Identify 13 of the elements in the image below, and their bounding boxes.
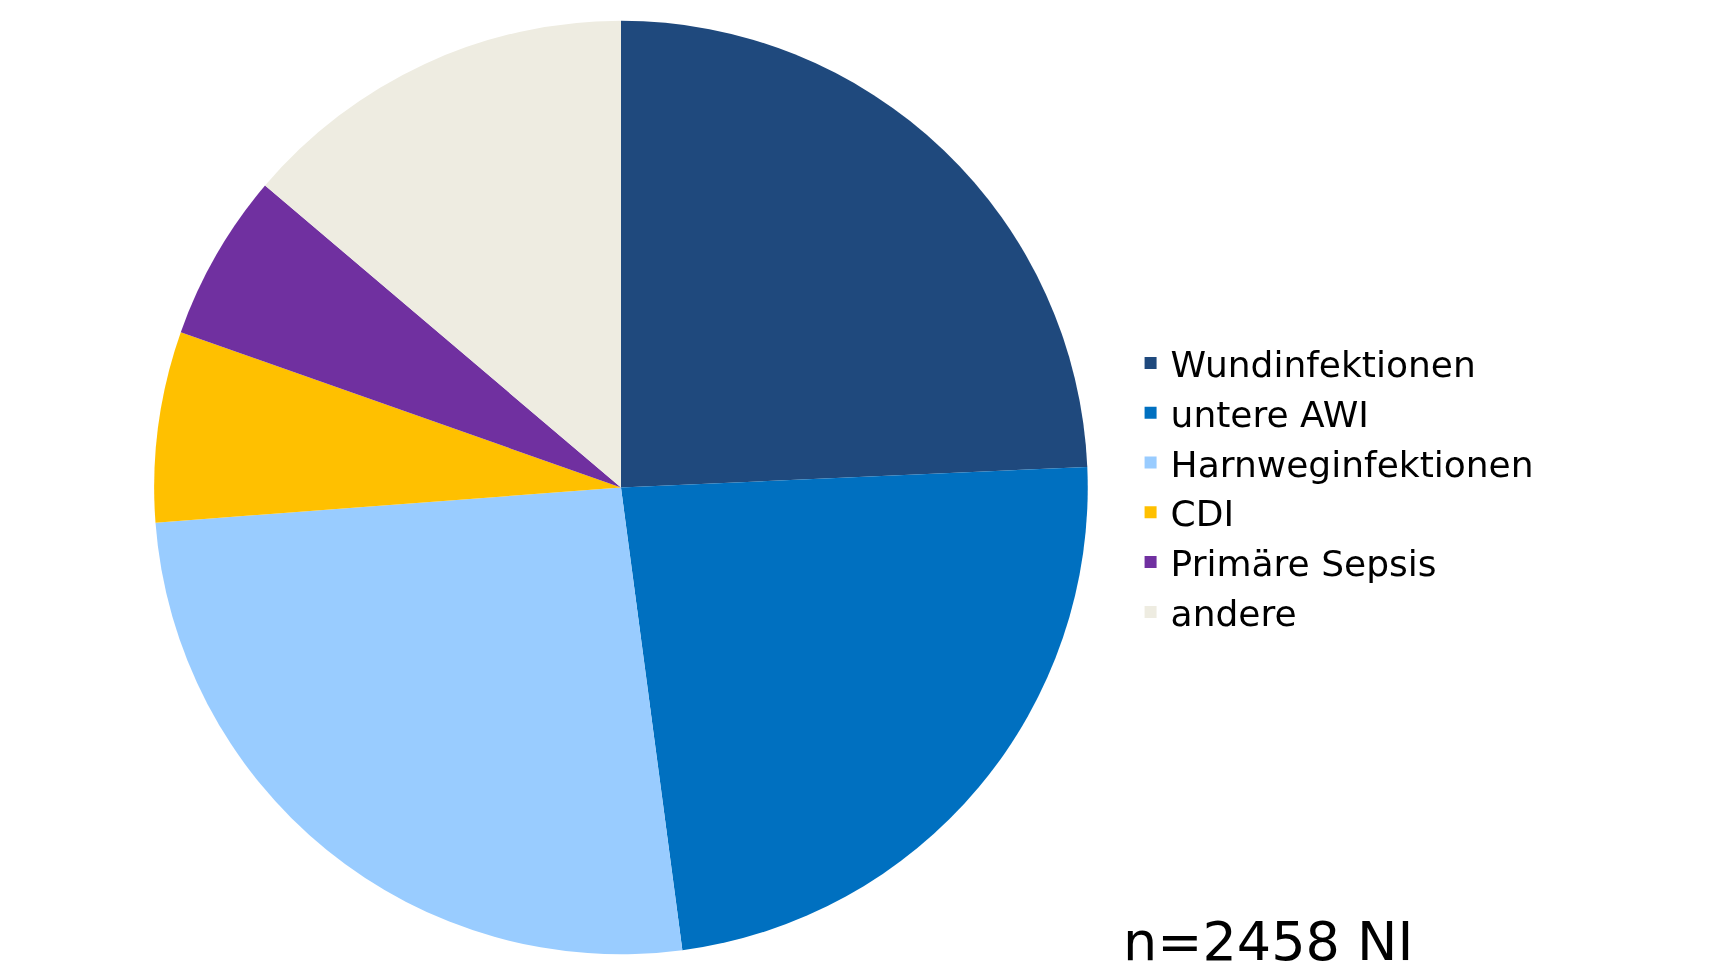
pie-slice: [180, 185, 621, 488]
text: n=2458 NI: [1123, 910, 1414, 973]
legend-label: untere AWI: [1170, 393, 1369, 435]
pie-slice: [155, 487, 683, 955]
pie-slice: [620, 20, 1088, 488]
pie-slice: [620, 466, 1088, 951]
legend-label: Wundinfektionen: [1170, 343, 1476, 385]
legend-label: andere: [1170, 592, 1297, 634]
legend-label: Primäre Sepsis: [1170, 543, 1437, 585]
legend-label: CDI: [1170, 493, 1235, 535]
pie-slice: [265, 20, 621, 488]
pie-slice: [154, 332, 621, 523]
legend-label: Harnweginfektionen: [1170, 443, 1534, 485]
